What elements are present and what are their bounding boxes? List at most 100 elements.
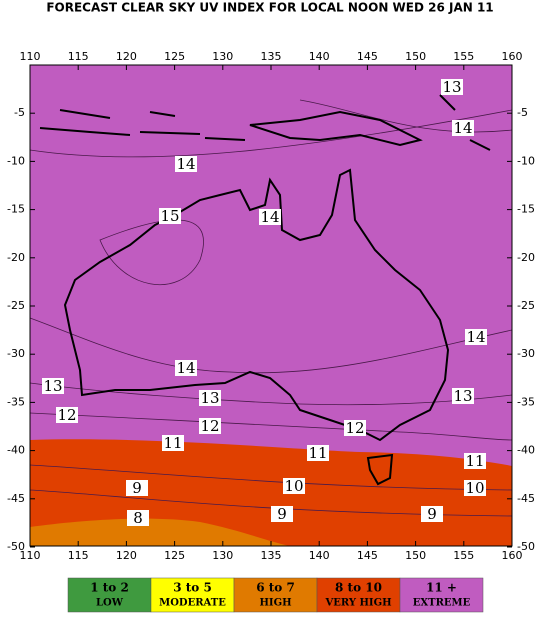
lon-label: 150 <box>405 50 426 63</box>
lat-label: -15 <box>517 203 535 216</box>
lat-label: -30 <box>7 347 25 360</box>
contour-label: 12 <box>57 406 76 424</box>
legend-label: HIGH <box>259 598 291 609</box>
lon-label: 160 <box>502 50 523 63</box>
contour-label-bg <box>56 407 78 423</box>
lon-label: 155 <box>453 549 474 562</box>
contour-label-bg <box>159 208 181 224</box>
lat-label: -40 <box>517 444 535 457</box>
contour-label: 10 <box>465 479 484 497</box>
contour-label: 11 <box>308 444 327 462</box>
lon-label: 120 <box>116 549 137 562</box>
legend-box <box>67 577 152 613</box>
legend-range: 3 to 5 <box>173 581 212 595</box>
contour-label: 12 <box>200 417 219 435</box>
contour-label-bg <box>42 378 64 394</box>
lon-label: 145 <box>357 50 378 63</box>
lat-label: -5 <box>14 106 25 119</box>
lon-label: 130 <box>212 549 233 562</box>
contour-label: 10 <box>284 477 303 495</box>
lat-label: -25 <box>7 299 25 312</box>
contour-label-bg <box>199 418 221 434</box>
lon-label: 155 <box>453 50 474 63</box>
lat-label: -15 <box>7 203 25 216</box>
lon-label: 130 <box>212 50 233 63</box>
legend-range: 6 to 7 <box>256 581 295 595</box>
lat-label: -45 <box>517 492 535 505</box>
lat-label: -35 <box>517 395 535 408</box>
contour-label: 14 <box>176 359 195 377</box>
legend-box <box>233 577 318 613</box>
contour-label: 14 <box>176 155 195 173</box>
lon-label: 135 <box>261 50 282 63</box>
contour-label: 13 <box>453 387 472 405</box>
lon-label: 115 <box>68 549 89 562</box>
contour-label-bg <box>283 478 305 494</box>
lon-label: 115 <box>68 50 89 63</box>
contour-label: 9 <box>277 505 287 523</box>
legend-label: VERY HIGH <box>324 598 391 609</box>
coastlines <box>39 94 491 486</box>
contour-label: 8 <box>133 509 143 527</box>
legend-label: MODERATE <box>159 598 226 609</box>
contour-label-bg <box>464 480 486 496</box>
contour-label: 11 <box>465 452 484 470</box>
contour-label-bg <box>271 506 293 522</box>
lat-label: -20 <box>517 251 535 264</box>
contour-label-bg <box>421 506 443 522</box>
legend-range: 1 to 2 <box>90 581 129 595</box>
lon-label: 140 <box>309 50 330 63</box>
contour-label-bg <box>344 420 366 436</box>
lon-label: 140 <box>309 549 330 562</box>
contour-label-bg <box>126 480 148 496</box>
contour-label: 14 <box>260 208 279 226</box>
contour-label-bg <box>259 209 281 225</box>
lon-label: 150 <box>405 549 426 562</box>
legend-box <box>150 577 235 613</box>
contour-label-bg <box>441 79 463 95</box>
contour-label: 12 <box>345 419 364 437</box>
contour-label-bg <box>127 510 149 526</box>
contour-label-bg <box>452 120 474 136</box>
lat-label: -30 <box>517 347 535 360</box>
legend-range: 8 to 10 <box>335 581 382 595</box>
contour-label: 9 <box>132 479 142 497</box>
contour-label: 11 <box>163 434 182 452</box>
high-region <box>30 518 290 546</box>
contour-label-bg <box>465 329 487 345</box>
lon-label: 125 <box>164 549 185 562</box>
legend-range: 11 + <box>426 581 457 595</box>
contour-label-bg <box>464 453 486 469</box>
lon-label: 145 <box>357 549 378 562</box>
lat-label: -40 <box>7 444 25 457</box>
map-title: FORECAST CLEAR SKY UV INDEX FOR LOCAL NO… <box>46 1 493 15</box>
lon-label: 120 <box>116 50 137 63</box>
lon-label: 110 <box>20 50 41 63</box>
legend-box <box>399 577 484 613</box>
legend-label: EXTREME <box>413 598 471 609</box>
isolines <box>29 99 513 517</box>
lat-label: -10 <box>517 154 535 167</box>
contour-label: 14 <box>466 328 485 346</box>
lon-label: 135 <box>261 549 282 562</box>
lat-label: -25 <box>517 299 535 312</box>
lat-label: -20 <box>7 251 25 264</box>
contour-label: 15 <box>160 207 179 225</box>
contour-label: 13 <box>200 389 219 407</box>
lat-label: -50 <box>7 540 25 553</box>
lon-label: 160 <box>502 549 523 562</box>
lon-label: 125 <box>164 50 185 63</box>
lat-label: -45 <box>7 492 25 505</box>
contour-label-bg <box>307 445 329 461</box>
lat-label: -5 <box>517 106 528 119</box>
contour-label-bg <box>175 360 197 376</box>
lon-label: 110 <box>20 549 41 562</box>
contour-label-bg <box>199 390 221 406</box>
contour-label-bg <box>452 388 474 404</box>
lat-label: -50 <box>517 540 535 553</box>
contour-label: 13 <box>43 377 62 395</box>
contour-label-bg <box>162 435 184 451</box>
legend-label: LOW <box>96 598 124 609</box>
lat-label: -35 <box>7 395 25 408</box>
